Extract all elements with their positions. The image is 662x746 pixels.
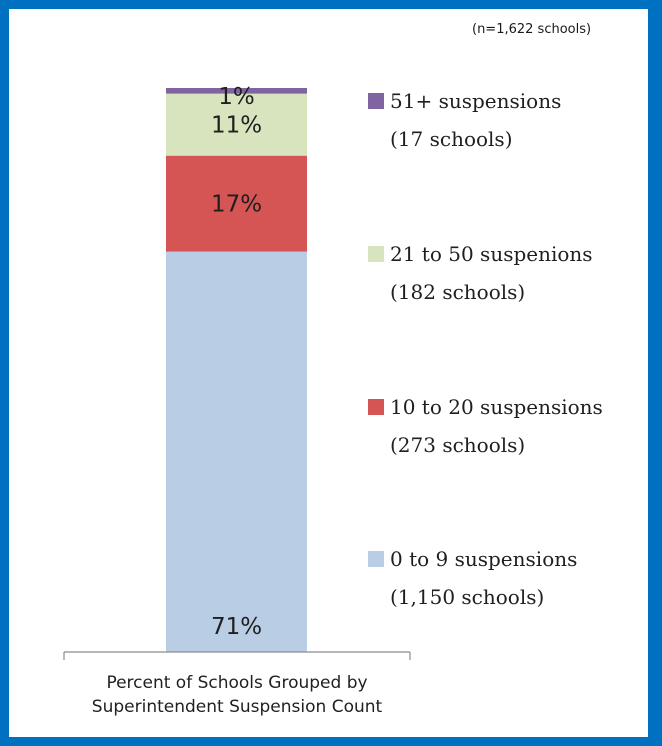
bar-segment-3 [166,88,307,94]
segment-label-0: 71% [211,614,262,640]
legend: 51+ suspensions (17 schools) 21 to 50 susp… [368,89,603,609]
legend-detail-3: (17 schools) [390,127,513,151]
sample-size-note: (n=1,622 schools) [472,22,592,37]
bar-segment-0 [166,251,307,652]
legend-detail-2: (182 schools) [390,280,525,304]
x-axis-label-line-1: Percent of Schools Grouped by [106,673,367,693]
segment-label-1: 17% [211,192,262,218]
legend-swatch-2 [368,246,384,262]
legend-label-3: 51+ suspensions [390,89,561,113]
legend-detail-1: (273 schools) [390,433,525,457]
legend-swatch-1 [368,399,384,415]
legend-swatch-0 [368,551,384,567]
legend-label-0: 0 to 9 suspensions [390,547,577,571]
bar-segments [166,88,307,652]
x-axis-label-line-2: Superintendent Suspension Count [92,697,383,717]
bar-segment-1 [166,155,307,252]
segment-label-2: 11% [211,113,262,139]
segment-label-3: 1% [218,84,255,110]
chart-panel [9,9,648,737]
legend-label-2: 21 to 50 suspenions [390,242,593,266]
legend-swatch-3 [368,93,384,109]
legend-detail-0: (1,150 schools) [390,585,544,609]
segment-labels: 71% 17% 11% 1% [211,84,262,640]
x-axis: Percent of Schools Grouped by Superintend… [63,651,411,717]
bar-segment-2 [166,93,307,156]
legend-label-1: 10 to 20 suspensions [390,395,603,419]
